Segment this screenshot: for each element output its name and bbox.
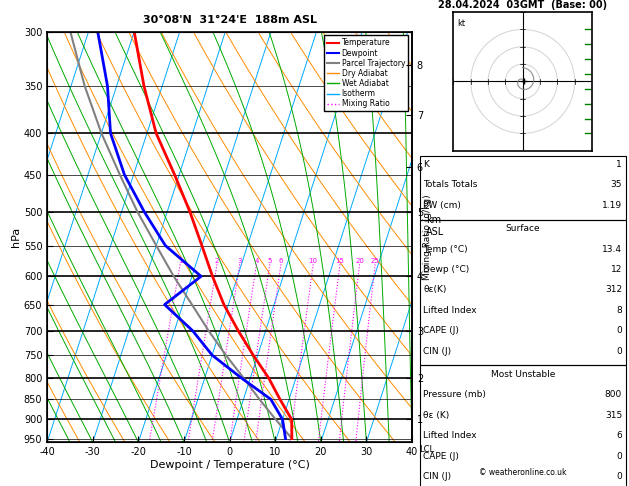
Text: 6: 6 bbox=[616, 431, 622, 440]
Text: Lifted Index: Lifted Index bbox=[423, 306, 477, 315]
Y-axis label: km
ASL: km ASL bbox=[426, 215, 444, 237]
Text: 0: 0 bbox=[616, 347, 622, 356]
Text: Most Unstable: Most Unstable bbox=[491, 370, 555, 379]
Text: 0: 0 bbox=[616, 451, 622, 461]
Text: Dewp (°C): Dewp (°C) bbox=[423, 265, 470, 274]
Text: CIN (J): CIN (J) bbox=[423, 347, 452, 356]
Text: 35: 35 bbox=[611, 180, 622, 190]
Text: 0: 0 bbox=[616, 472, 622, 481]
Text: 3: 3 bbox=[238, 259, 242, 264]
Text: kt: kt bbox=[457, 19, 465, 28]
Text: 800: 800 bbox=[605, 390, 622, 399]
Text: CIN (J): CIN (J) bbox=[423, 472, 452, 481]
Text: 13.4: 13.4 bbox=[602, 244, 622, 254]
Text: Temp (°C): Temp (°C) bbox=[423, 244, 468, 254]
Text: 1.19: 1.19 bbox=[602, 201, 622, 210]
Text: 20: 20 bbox=[355, 259, 364, 264]
Text: 28.04.2024  03GMT  (Base: 00): 28.04.2024 03GMT (Base: 00) bbox=[438, 0, 607, 10]
Text: θε (K): θε (K) bbox=[423, 411, 450, 420]
Text: 312: 312 bbox=[605, 285, 622, 295]
Text: 6: 6 bbox=[279, 259, 283, 264]
Text: 12: 12 bbox=[611, 265, 622, 274]
Text: 15: 15 bbox=[335, 259, 345, 264]
Text: © weatheronline.co.uk: © weatheronline.co.uk bbox=[479, 468, 567, 477]
Text: CAPE (J): CAPE (J) bbox=[423, 326, 459, 335]
Text: 0: 0 bbox=[616, 326, 622, 335]
Text: 1: 1 bbox=[178, 259, 182, 264]
Text: PW (cm): PW (cm) bbox=[423, 201, 461, 210]
Y-axis label: hPa: hPa bbox=[11, 227, 21, 247]
Text: Lifted Index: Lifted Index bbox=[423, 431, 477, 440]
Text: K: K bbox=[423, 160, 429, 169]
Text: 5: 5 bbox=[267, 259, 272, 264]
Text: Mixing Ratio (g/kg): Mixing Ratio (g/kg) bbox=[423, 194, 432, 280]
Text: 315: 315 bbox=[605, 411, 622, 420]
Text: Pressure (mb): Pressure (mb) bbox=[423, 390, 486, 399]
Text: 8: 8 bbox=[616, 306, 622, 315]
Text: 1: 1 bbox=[616, 160, 622, 169]
Text: CAPE (J): CAPE (J) bbox=[423, 451, 459, 461]
Text: LCL: LCL bbox=[419, 445, 434, 454]
Text: θε(K): θε(K) bbox=[423, 285, 447, 295]
Text: Surface: Surface bbox=[505, 224, 540, 233]
Text: 10: 10 bbox=[309, 259, 318, 264]
Legend: Temperature, Dewpoint, Parcel Trajectory, Dry Adiabat, Wet Adiabat, Isotherm, Mi: Temperature, Dewpoint, Parcel Trajectory… bbox=[324, 35, 408, 111]
Text: 4: 4 bbox=[254, 259, 259, 264]
Text: Totals Totals: Totals Totals bbox=[423, 180, 477, 190]
X-axis label: Dewpoint / Temperature (°C): Dewpoint / Temperature (°C) bbox=[150, 460, 309, 470]
Text: 2: 2 bbox=[214, 259, 219, 264]
Text: 25: 25 bbox=[370, 259, 379, 264]
Text: 30°08'N  31°24'E  188m ASL: 30°08'N 31°24'E 188m ASL bbox=[143, 16, 316, 25]
